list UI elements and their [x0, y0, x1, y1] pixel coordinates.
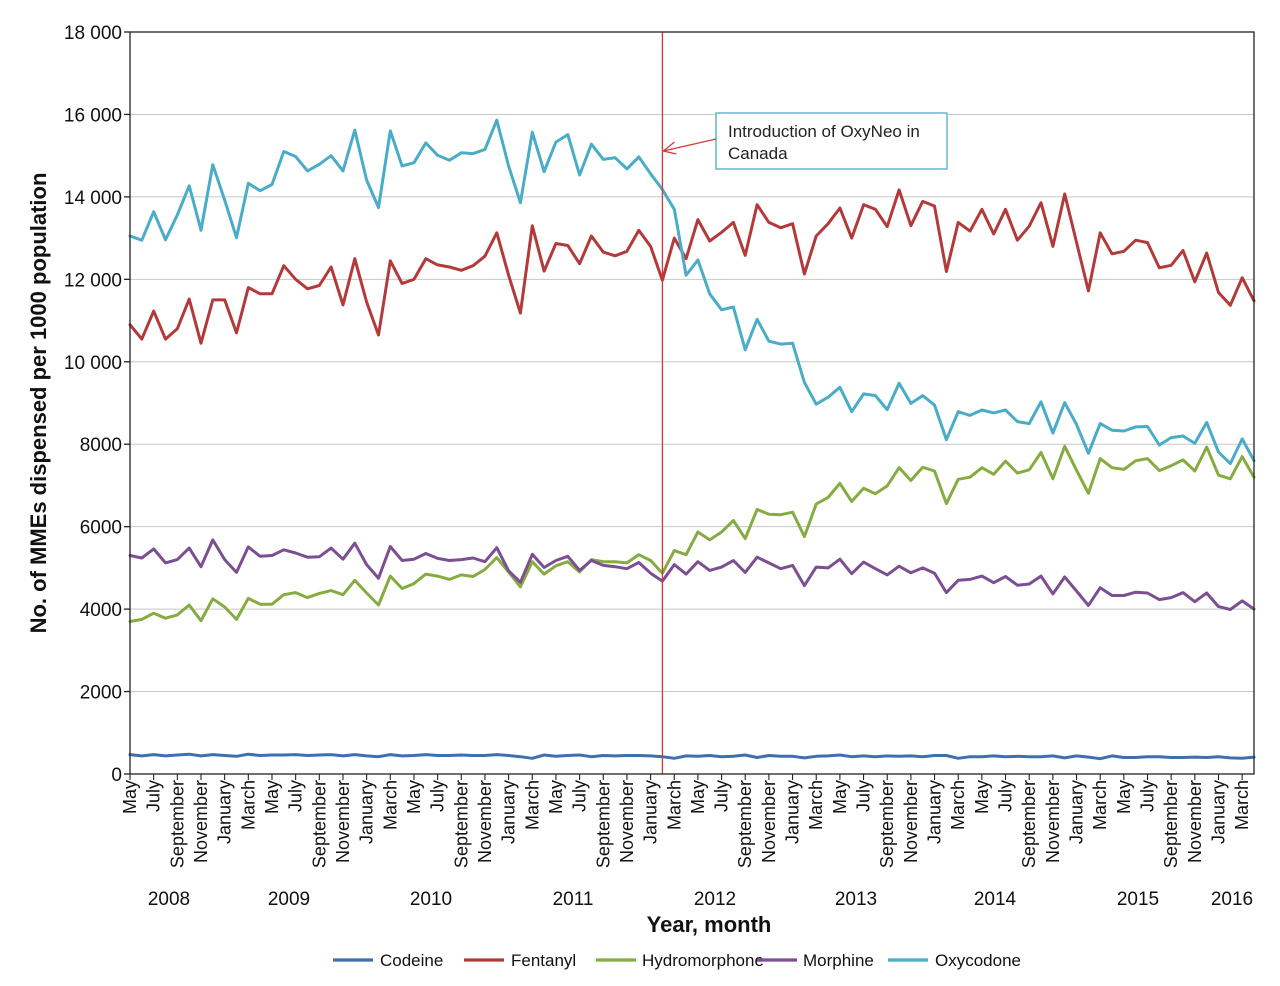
x-tick-label: July	[996, 780, 1016, 812]
y-tick-label: 0	[111, 765, 122, 786]
x-tick-label: November	[1185, 780, 1205, 863]
y-tick-label: 8000	[80, 435, 122, 456]
x-tick-label: September	[593, 780, 613, 868]
x-axis-title: Year, month	[647, 912, 772, 937]
x-tick-label: November	[475, 780, 495, 863]
x-tick-label: January	[1209, 780, 1229, 844]
x-tick-label: January	[1067, 780, 1087, 844]
x-tick-label: March	[238, 780, 258, 830]
x-tick-label: July	[428, 780, 448, 812]
x-tick-label: September	[735, 780, 755, 868]
x-year-label: 2014	[974, 889, 1017, 910]
series-lines	[128, 118, 1256, 761]
x-tick-label: March	[1232, 780, 1252, 830]
legend-label-fentanyl: Fentanyl	[511, 951, 576, 970]
y-tick-label: 18 000	[64, 23, 122, 44]
y-axis-ticks: 0 2000 4000 6000 8000 10 000 12 000 14 000 16 00…	[64, 23, 130, 786]
x-tick-label: March	[1090, 780, 1110, 830]
x-tick-label: January	[925, 780, 945, 844]
x-year-label: 2016	[1211, 889, 1253, 910]
x-axis-year-labels: 2008 2009 2010 2011 2012 2013 2014 2015 2016	[148, 889, 1253, 910]
x-tick-label: September	[167, 780, 187, 868]
x-tick-label: July	[712, 780, 732, 812]
annotation-text-line2: Canada	[728, 144, 788, 163]
x-tick-label: November	[901, 780, 921, 863]
x-tick-label: May	[262, 780, 282, 814]
x-tick-label: January	[641, 780, 661, 844]
x-tick-label: November	[759, 780, 779, 863]
x-tick-label: January	[215, 780, 235, 844]
x-tick-label: September	[451, 780, 471, 868]
x-year-label: 2012	[694, 889, 736, 910]
x-tick-label: September	[309, 780, 329, 868]
annotation-arrow	[661, 138, 717, 155]
x-year-label: 2011	[553, 889, 594, 910]
x-tick-label: July	[144, 780, 164, 812]
series-line-codeine	[128, 752, 1256, 761]
x-tick-label: May	[404, 780, 424, 814]
series-line-morphine	[128, 538, 1256, 611]
x-tick-label: March	[806, 780, 826, 830]
y-tick-label: 4000	[80, 600, 122, 621]
x-year-label: 2010	[410, 889, 452, 910]
x-tick-label: May	[546, 780, 566, 814]
x-tick-label: March	[380, 780, 400, 830]
x-tick-label: May	[972, 780, 992, 814]
x-tick-label: July	[286, 780, 306, 812]
plot-frame	[129, 31, 1255, 775]
y-tick-label: 16 000	[64, 105, 122, 126]
x-tick-label: January	[499, 780, 519, 844]
x-tick-label: November	[333, 780, 353, 863]
x-year-label: 2015	[1117, 889, 1159, 910]
annotation-text-line1: Introduction of OxyNeo in	[728, 122, 920, 141]
legend-label-oxycodone: Oxycodone	[935, 951, 1021, 970]
legend-label-hydromorphone: Hydromorphone	[642, 951, 764, 970]
legend: Codeine Fentanyl Hydromorphone Morphine Oxyc…	[333, 951, 1021, 970]
x-tick-label: November	[191, 780, 211, 863]
x-tick-label: July	[854, 780, 874, 812]
y-tick-label: 14 000	[64, 188, 122, 209]
x-tick-label: September	[1019, 780, 1039, 868]
legend-label-morphine: Morphine	[803, 951, 874, 970]
x-tick-label: March	[522, 780, 542, 830]
x-tick-label: July	[570, 780, 590, 812]
x-tick-label: September	[877, 780, 897, 868]
y-tick-label: 10 000	[64, 353, 122, 374]
series-line-hydromorphone	[128, 444, 1256, 623]
x-tick-label: November	[617, 780, 637, 863]
x-tick-label: May	[830, 780, 850, 814]
x-axis-ticks: May July September November January March May J…	[120, 774, 1252, 868]
x-tick-label: May	[688, 780, 708, 814]
y-tick-label: 6000	[80, 518, 122, 539]
y-axis-title: No. of MMEs dispensed per 1000 populatio…	[26, 173, 51, 634]
x-tick-label: July	[1138, 780, 1158, 812]
x-tick-label: November	[1043, 780, 1063, 863]
x-tick-label: January	[357, 780, 377, 844]
x-year-label: 2008	[148, 889, 190, 910]
annotation-box	[715, 112, 948, 170]
x-tick-label: March	[948, 780, 968, 830]
y-tick-label: 2000	[80, 683, 122, 704]
y-tick-label: 12 000	[64, 270, 122, 291]
series-line-fentanyl	[128, 188, 1256, 345]
x-tick-label: September	[1161, 780, 1181, 868]
x-year-label: 2009	[268, 889, 310, 910]
gridlines	[130, 113, 1254, 693]
x-tick-label: May	[1114, 780, 1134, 814]
x-tick-label: March	[664, 780, 684, 830]
oxyneo-annotation: Introduction of OxyNeo in Canada	[661, 32, 948, 774]
series-line-oxycodone	[128, 118, 1256, 466]
x-year-label: 2013	[835, 889, 877, 910]
x-tick-label: May	[120, 780, 140, 814]
x-tick-label: January	[783, 780, 803, 844]
legend-label-codeine: Codeine	[380, 951, 443, 970]
